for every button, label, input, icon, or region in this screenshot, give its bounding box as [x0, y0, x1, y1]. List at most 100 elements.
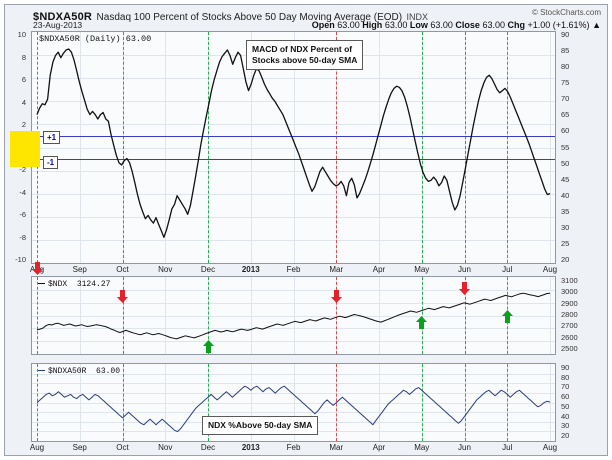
chart-header: $NDXA50R Nasdaq 100 Percent of Stocks Ab… [5, 5, 607, 31]
axis-tick: 2500 [561, 344, 578, 353]
axis-tick: 90 [561, 363, 570, 372]
axis-tick: 2900 [561, 298, 578, 308]
x-axis-label: Jun [458, 265, 471, 274]
chg-direction-icon: ▲ [592, 20, 601, 30]
x-axis-label: Oct [116, 443, 129, 452]
axis-tick: 80 [561, 62, 570, 72]
breadth-line [36, 385, 551, 433]
axis-tick: 85 [561, 46, 570, 56]
gridline-vertical [550, 277, 551, 354]
sell-arrow-icon [31, 262, 43, 275]
buy-signal-line [421, 364, 423, 441]
gridline-vertical [294, 32, 295, 263]
axis-tick: 2600 [561, 332, 578, 342]
gridline-vertical [379, 364, 380, 441]
axis-tick: 30 [561, 222, 570, 232]
axis-tick: 2 [21, 120, 26, 129]
buy-signal-line [421, 32, 423, 263]
gridline-vertical [251, 32, 252, 263]
stockcharts-brand: © StockCharts.com [531, 8, 601, 17]
axis-tick: 6 [21, 75, 26, 84]
axis-tick: 2800 [561, 310, 578, 319]
macd-series-svg [36, 48, 551, 238]
x-axis-label: Nov [158, 265, 173, 274]
close-value: 63.00 [482, 20, 505, 30]
x-axis-label: Jun [458, 443, 471, 452]
close-label: Close [455, 20, 480, 30]
quote-bar: Open 63.00 High 63.00 Low 63.00 Close 63… [312, 20, 601, 30]
axis-tick: -2 [19, 165, 26, 174]
gridline-horizontal [32, 383, 555, 384]
x-axis-label: Aug [542, 265, 558, 274]
axis-tick: -10 [15, 255, 26, 264]
axis-tick: 70 [561, 382, 570, 392]
x-axis-label: 2013 [241, 265, 260, 274]
gridline-vertical [80, 32, 81, 263]
gridline-horizontal [32, 290, 555, 291]
price-panel: $NDX 3124.27 [31, 276, 556, 355]
symbol-description: Nasdaq 100 Percent of Stocks Above 50 Da… [96, 12, 403, 23]
symbol-ticker: $NDXA50R [33, 11, 93, 23]
gridline-vertical [165, 364, 166, 441]
axis-tick: 40 [561, 190, 570, 200]
price-series-svg [36, 292, 551, 340]
quote-date: 23-Aug-2013 [33, 20, 83, 30]
header-title: $NDXA50R Nasdaq 100 Percent of Stocks Ab… [33, 7, 428, 25]
axis-tick: 4 [21, 97, 26, 107]
macd-right-axis: 90 85 80 75 70 65 60 55 50 45 40 35 30 25 20 [558, 31, 608, 264]
gridline-vertical [379, 32, 380, 263]
buy-arrow-icon [501, 310, 513, 323]
macd-threshold-band [32, 136, 555, 138]
price-panel-legend: $NDX 3124.27 [38, 280, 110, 289]
x-axis-label: Apr [372, 265, 386, 274]
axis-tick: 65 [561, 110, 570, 120]
gridline-horizontal [32, 328, 555, 329]
gridline-horizontal [32, 194, 555, 195]
gridline-vertical [123, 277, 124, 354]
axis-tick: 45 [561, 174, 570, 184]
axis-tick: -4 [19, 187, 26, 197]
axis-tick: 30 [561, 421, 570, 431]
x-axis-label: Oct [116, 265, 129, 274]
sell-signal-line [122, 32, 124, 263]
axis-tick: -6 [19, 210, 26, 219]
axis-tick: -8 [19, 232, 26, 242]
axis-tick: 35 [561, 206, 570, 216]
plus-one-band-tag: +1 [43, 131, 61, 144]
macd-line [36, 48, 551, 238]
breadth-legend-swatch [38, 370, 45, 372]
x-axis-label: Aug [29, 443, 45, 452]
open-value: 63.00 [337, 20, 360, 30]
x-axis-label: Sep [72, 443, 87, 452]
gridline-horizontal [32, 78, 555, 79]
sell-arrow-icon [330, 290, 342, 303]
gridline-horizontal [32, 374, 555, 375]
price-legend-swatch [38, 283, 45, 285]
buy-signal-line [208, 364, 209, 441]
axis-tick: 70 [561, 94, 570, 104]
axis-tick: 25 [561, 238, 570, 248]
axis-tick: 50 [561, 401, 570, 411]
gridline-vertical [251, 364, 252, 441]
sell-signal-line [336, 277, 338, 354]
macd-callout-line2: Stocks above 50-day SMA [252, 55, 358, 65]
gridline-vertical [165, 32, 166, 263]
buy-signal-line [421, 277, 423, 354]
price-legend-value: 3124.27 [76, 280, 111, 289]
zero-zone-highlight [10, 131, 40, 167]
exchange-label: INDX [406, 12, 429, 22]
buy-signal-line [507, 364, 509, 441]
axis-tick: 20 [561, 255, 570, 264]
axis-tick: 10 [17, 30, 26, 39]
buy-signal-line [507, 32, 509, 263]
x-axis-label: 2013 [241, 443, 260, 452]
axis-tick: 20 [561, 431, 570, 440]
open-label: Open [311, 20, 335, 30]
gridline-horizontal [32, 316, 555, 317]
gridline-horizontal [32, 217, 555, 218]
axis-tick: 60 [561, 126, 570, 136]
breadth-callout: NDX %Above 50-day SMA [202, 416, 319, 435]
x-axis-label: Feb [286, 443, 301, 452]
x-axis-label: Nov [158, 443, 173, 452]
gridline-vertical [465, 364, 466, 441]
